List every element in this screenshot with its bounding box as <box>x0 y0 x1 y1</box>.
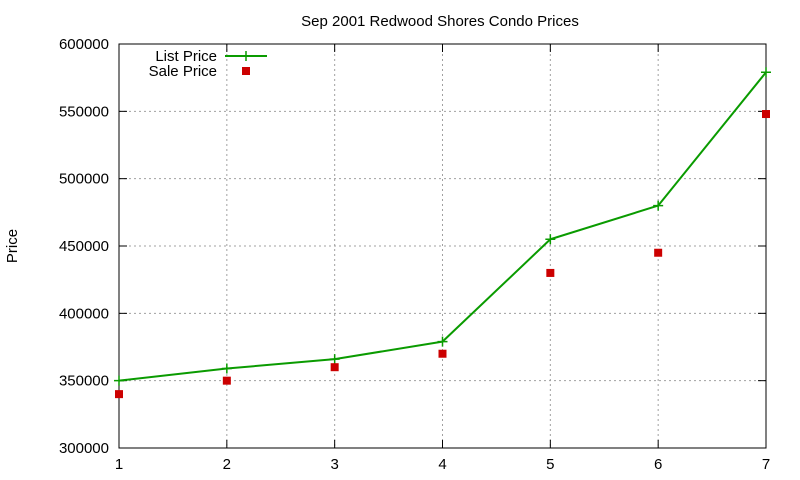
y-tick-label: 400000 <box>59 305 109 322</box>
y-tick-label: 550000 <box>59 103 109 120</box>
legend-label-list-price: List Price <box>155 48 217 65</box>
data-point-list-price <box>437 336 448 347</box>
y-axis-label: Price <box>4 229 21 263</box>
legend: List Price Sale Price <box>149 48 267 80</box>
data-point-sale-price <box>115 390 123 399</box>
y-tick-label: 600000 <box>59 36 109 53</box>
data-point-sale-price <box>546 268 555 277</box>
data-point-sale-price <box>654 248 663 257</box>
data-point-sale-price <box>222 376 231 385</box>
x-tick-label: 6 <box>654 456 662 473</box>
data-point-list-price <box>221 363 232 374</box>
chart-title: Sep 2001 Redwood Shores Condo Prices <box>301 13 579 30</box>
data-point-list-price <box>761 67 771 78</box>
x-tick-label: 4 <box>438 456 446 473</box>
data-point-sale-price <box>330 363 339 372</box>
x-tick-label: 7 <box>762 456 770 473</box>
data-point-list-price <box>545 234 556 245</box>
axis-ticks: 1 2 3 4 5 6 7 300000 350000 400000 450000 500000 550… <box>59 36 770 473</box>
legend-label-sale-price: Sale Price <box>149 63 217 80</box>
legend-marker-sale-price <box>242 67 250 75</box>
data-point-sale-price <box>438 349 447 358</box>
y-tick-label: 450000 <box>59 238 109 255</box>
data-point-list-price <box>329 354 340 365</box>
legend-marker-list-price <box>241 51 251 61</box>
x-tick-label: 5 <box>546 456 554 473</box>
grid <box>119 44 766 448</box>
x-tick-label: 2 <box>223 456 231 473</box>
y-tick-label: 500000 <box>59 171 109 188</box>
data-point-list-price <box>653 200 664 211</box>
data-point-sale-price <box>762 110 770 119</box>
y-tick-label: 300000 <box>59 440 109 457</box>
series <box>114 67 771 399</box>
x-tick-label: 1 <box>115 456 123 473</box>
data-point-list-price <box>114 375 124 386</box>
y-tick-label: 350000 <box>59 373 109 390</box>
x-tick-label: 3 <box>330 456 338 473</box>
